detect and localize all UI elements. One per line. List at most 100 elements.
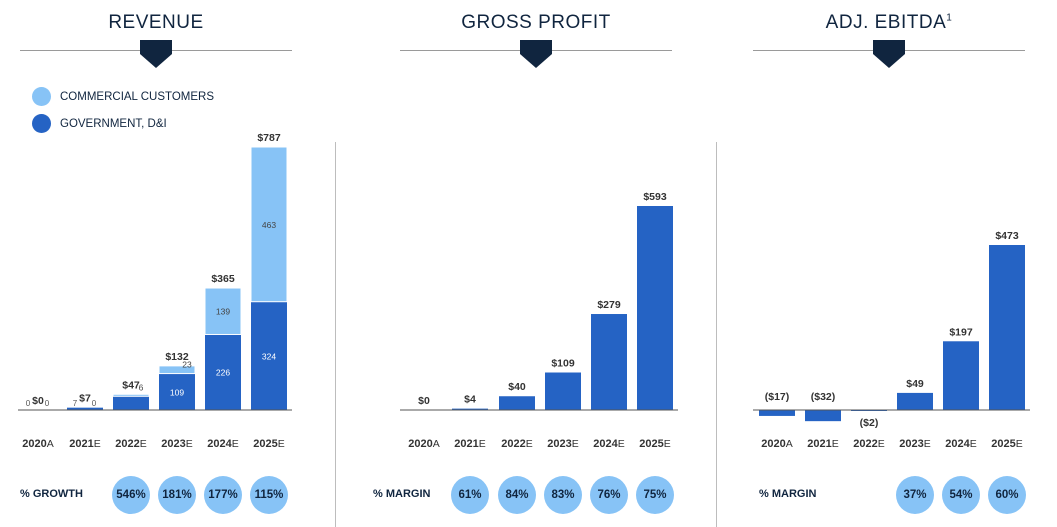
ebitda-value-label-2022E: ($2) — [860, 417, 879, 429]
gross-profit-value-label-2020A: $0 — [418, 395, 430, 407]
revenue-category-2022E-year: 2022 — [115, 438, 140, 450]
revenue-bar-government-2025E — [251, 301, 287, 410]
revenue-category-2021E-year: 2021 — [69, 438, 94, 450]
ebitda-bar-2020A — [759, 410, 795, 416]
gross-profit-category-2025E-year: 2025 — [639, 438, 664, 450]
gross-profit-category-2024E-year: 2024 — [593, 438, 618, 450]
ebitda-category-2024E-year: 2024 — [945, 438, 970, 450]
gross-profit-bar-2023E — [545, 372, 581, 410]
ebitda-value-label-2025E: $473 — [995, 230, 1019, 242]
gross-profit-bar-2022E — [499, 396, 535, 410]
ebitda-category-2023E-year: 2023 — [899, 438, 924, 450]
separator-2 — [716, 142, 717, 527]
ebitda-bar-2025E — [989, 245, 1025, 410]
revenue-commercial-label-2025E: 463 — [262, 220, 276, 230]
gross-profit-category-2020A: 2020A — [408, 438, 440, 450]
separator-1 — [335, 142, 336, 527]
gross-profit-category-2022E-suffix: E — [525, 438, 533, 450]
gross-profit-value-label-2022E: $40 — [508, 381, 526, 393]
revenue-bar-government-2021E — [67, 407, 103, 410]
ebitda-footnote-marker: 1 — [946, 12, 953, 24]
gross-profit-margin-badge-2025E: 75% — [636, 476, 674, 514]
revenue-commercial-label-2020A: 0 — [45, 399, 50, 408]
revenue-commercial-label-2021E: 0 — [92, 399, 97, 408]
gross-profit-category-2025E-suffix: E — [663, 438, 671, 450]
revenue-category-2025E-suffix: E — [277, 438, 285, 450]
gross-profit-category-2021E: 2021E — [454, 438, 486, 450]
gross-profit-margin-row-label: % MARGIN — [373, 488, 431, 500]
revenue-bar-government-2022E — [113, 396, 149, 410]
revenue-category-2021E-suffix: E — [93, 438, 101, 450]
revenue-category-2023E: 2023E — [161, 438, 193, 450]
revenue-growth-badge-2025E: 115% — [250, 476, 288, 514]
revenue-commercial-label-2024E: 139 — [216, 307, 230, 317]
ebitda-category-2022E: 2022E — [853, 438, 885, 450]
legend-government-swatch — [32, 114, 51, 133]
revenue-total-label-2025E: $787 — [257, 132, 281, 144]
ebitda-bar-2024E — [943, 341, 979, 410]
ebitda-category-2021E-year: 2021 — [807, 438, 832, 450]
ebitda-bar-2021E — [805, 410, 841, 422]
ebitda-category-2022E-year: 2022 — [853, 438, 878, 450]
gross-profit-value-label-2021E: $4 — [464, 394, 476, 406]
ebitda-category-2025E: 2025E — [991, 438, 1023, 450]
ebitda-category-2025E-suffix: E — [1015, 438, 1023, 450]
ebitda-value-label-2024E: $197 — [949, 326, 973, 338]
ebitda-category-2023E-suffix: E — [923, 438, 931, 450]
ebitda-category-2020A-suffix: A — [785, 438, 793, 450]
gross-profit-category-2021E-suffix: E — [478, 438, 486, 450]
revenue-total-label-2021E: $7 — [79, 393, 91, 405]
ebitda-margin-row-label: % MARGIN — [759, 488, 817, 500]
revenue-growth-badge-2022E: 546% — [112, 476, 150, 514]
legend-commercial-label: COMMERCIAL CUSTOMERS — [60, 90, 214, 103]
revenue-total-label-2022E: $47 — [122, 379, 140, 391]
ebitda-category-2023E: 2023E — [899, 438, 931, 450]
revenue-category-2020A-suffix: A — [46, 438, 54, 450]
gross-profit-bar-2021E — [452, 408, 488, 410]
legend-government: GOVERNMENT, D&I — [32, 114, 167, 133]
revenue-category-2025E: 2025E — [253, 438, 285, 450]
gross-profit-bar-2025E — [637, 206, 673, 410]
gross-profit-category-2022E-year: 2022 — [501, 438, 526, 450]
ebitda-bar-2023E — [897, 392, 933, 410]
ebitda-value-label-2023E: $49 — [906, 378, 924, 390]
revenue-category-2024E-suffix: E — [231, 438, 239, 450]
ebitda-title: ADJ. EBITDA1 — [753, 12, 1025, 34]
ebitda-margin-badge-2025E: 60% — [988, 476, 1026, 514]
revenue-commercial-label-2022E: 6 — [139, 382, 144, 392]
gross-profit-category-2023E: 2023E — [547, 438, 579, 450]
revenue-growth-row-label: % GROWTH — [20, 488, 83, 500]
gross-profit-value-label-2024E: $279 — [597, 299, 621, 311]
gross-profit-margin-badge-2024E: 76% — [590, 476, 628, 514]
legend-government-label: GOVERNMENT, D&I — [60, 117, 167, 130]
revenue-category-2024E-year: 2024 — [207, 438, 232, 450]
ebitda-category-2024E: 2024E — [945, 438, 977, 450]
ebitda-margin-badge-2023E: 37% — [896, 476, 934, 514]
revenue-bar-government-2023E — [159, 373, 195, 410]
gross-profit-margin-badge-2021E: 61% — [451, 476, 489, 514]
ebitda-category-2021E: 2021E — [807, 438, 839, 450]
revenue-total-label-2020A: $0 — [32, 395, 44, 407]
ebitda-value-label-2021E: ($32) — [811, 391, 836, 403]
legend-commercial: COMMERCIAL CUSTOMERS — [32, 87, 214, 106]
gross-profit-pointer-icon — [520, 40, 552, 68]
legend-commercial-swatch — [32, 87, 51, 106]
revenue-bar-commercial-2022E — [112, 393, 150, 397]
ebitda-margin-badge-2024E: 54% — [942, 476, 980, 514]
gross-profit-category-2020A-year: 2020 — [408, 438, 433, 450]
gross-profit-category-2021E-year: 2021 — [454, 438, 479, 450]
revenue-category-2023E-year: 2023 — [161, 438, 186, 450]
ebitda-category-2024E-suffix: E — [969, 438, 977, 450]
gross-profit-title-text: GROSS PROFIT — [461, 12, 611, 33]
gross-profit-category-2024E: 2024E — [593, 438, 625, 450]
revenue-category-2024E: 2024E — [207, 438, 239, 450]
gross-profit-margin-badge-2022E: 84% — [498, 476, 536, 514]
ebitda-category-2022E-suffix: E — [877, 438, 885, 450]
revenue-total-label-2023E: $132 — [165, 351, 189, 363]
revenue-government-label-2023E: 109 — [170, 387, 184, 397]
revenue-category-2020A: 2020A — [22, 438, 54, 450]
revenue-bar-commercial-2025E — [250, 146, 288, 303]
gross-profit-value-label-2023E: $109 — [551, 358, 575, 370]
gross-profit-category-2022E: 2022E — [501, 438, 533, 450]
